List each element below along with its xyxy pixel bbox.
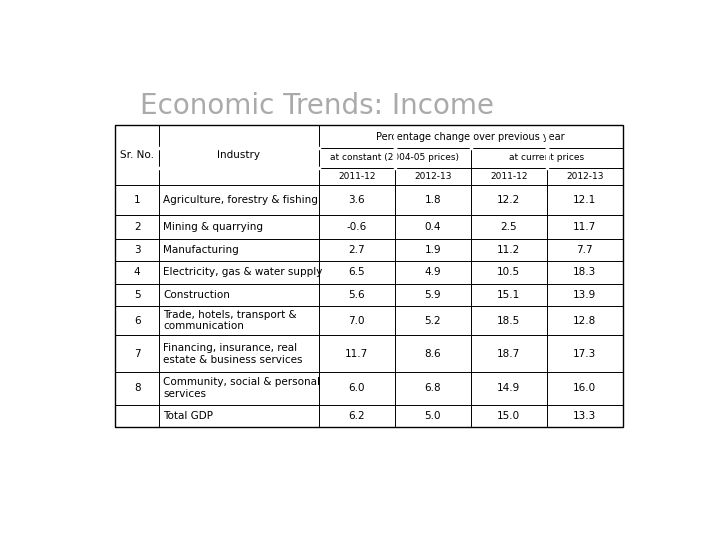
Text: 12.2: 12.2 xyxy=(498,195,521,205)
Text: 7: 7 xyxy=(134,349,140,359)
Text: 13.9: 13.9 xyxy=(573,290,596,300)
Text: 16.0: 16.0 xyxy=(573,383,596,393)
Text: Industry: Industry xyxy=(217,150,261,160)
Text: 5.0: 5.0 xyxy=(425,411,441,421)
Text: 2: 2 xyxy=(134,222,140,232)
Text: 1.8: 1.8 xyxy=(424,195,441,205)
Text: -0.6: -0.6 xyxy=(346,222,366,232)
Text: 7.0: 7.0 xyxy=(348,315,365,326)
Text: 11.2: 11.2 xyxy=(498,245,521,255)
Text: 2011-12: 2011-12 xyxy=(338,172,375,181)
Text: 1: 1 xyxy=(134,195,140,205)
Text: 2011-12: 2011-12 xyxy=(490,172,528,181)
Text: Percentage change over previous year: Percentage change over previous year xyxy=(377,132,565,141)
Text: Sr. No.: Sr. No. xyxy=(120,150,154,160)
Text: 6.2: 6.2 xyxy=(348,411,365,421)
Text: 11.7: 11.7 xyxy=(573,222,596,232)
Text: 6.8: 6.8 xyxy=(424,383,441,393)
Text: 3.6: 3.6 xyxy=(348,195,365,205)
Text: 1.9: 1.9 xyxy=(424,245,441,255)
Text: 13.3: 13.3 xyxy=(573,411,596,421)
Text: 5.9: 5.9 xyxy=(424,290,441,300)
Text: 4.9: 4.9 xyxy=(424,267,441,278)
Text: 5.6: 5.6 xyxy=(348,290,365,300)
Bar xyxy=(115,125,623,427)
Text: 5.2: 5.2 xyxy=(424,315,441,326)
Text: Community, social & personal
services: Community, social & personal services xyxy=(163,377,320,399)
Text: 2.7: 2.7 xyxy=(348,245,365,255)
Text: 8.6: 8.6 xyxy=(424,349,441,359)
Text: 6: 6 xyxy=(134,315,140,326)
Text: Mining & quarrying: Mining & quarrying xyxy=(163,222,264,232)
Text: at constant (2004-05 prices): at constant (2004-05 prices) xyxy=(330,153,459,163)
Text: Financing, insurance, real
estate & business services: Financing, insurance, real estate & busi… xyxy=(163,343,302,364)
Text: 18.7: 18.7 xyxy=(498,349,521,359)
Text: Manufacturing: Manufacturing xyxy=(163,245,239,255)
Text: 18.5: 18.5 xyxy=(498,315,521,326)
Text: 6.5: 6.5 xyxy=(348,267,365,278)
Text: Electricity, gas & water supply: Electricity, gas & water supply xyxy=(163,267,323,278)
Text: 6.0: 6.0 xyxy=(348,383,365,393)
Text: 12.8: 12.8 xyxy=(573,315,596,326)
Text: Construction: Construction xyxy=(163,290,230,300)
Text: 5: 5 xyxy=(134,290,140,300)
Text: 15.0: 15.0 xyxy=(498,411,521,421)
Text: 4: 4 xyxy=(134,267,140,278)
Text: 3: 3 xyxy=(134,245,140,255)
Text: Trade, hotels, transport &
communication: Trade, hotels, transport & communication xyxy=(163,310,297,332)
Text: Economic Trends: Income: Economic Trends: Income xyxy=(140,92,494,120)
Text: 8: 8 xyxy=(134,383,140,393)
Text: 12.1: 12.1 xyxy=(573,195,596,205)
Text: 2012-13: 2012-13 xyxy=(414,172,451,181)
Text: 18.3: 18.3 xyxy=(573,267,596,278)
Text: 2012-13: 2012-13 xyxy=(566,172,603,181)
Text: Agriculture, forestry & fishing: Agriculture, forestry & fishing xyxy=(163,195,318,205)
Text: 11.7: 11.7 xyxy=(345,349,368,359)
Text: Total GDP: Total GDP xyxy=(163,411,213,421)
Text: 17.3: 17.3 xyxy=(573,349,596,359)
Text: 15.1: 15.1 xyxy=(498,290,521,300)
Text: 10.5: 10.5 xyxy=(498,267,521,278)
Text: 14.9: 14.9 xyxy=(498,383,521,393)
Text: at current prices: at current prices xyxy=(509,153,585,163)
Text: 2.5: 2.5 xyxy=(500,222,517,232)
Bar xyxy=(115,125,623,468)
Text: 0.4: 0.4 xyxy=(425,222,441,232)
Text: 7.7: 7.7 xyxy=(577,245,593,255)
